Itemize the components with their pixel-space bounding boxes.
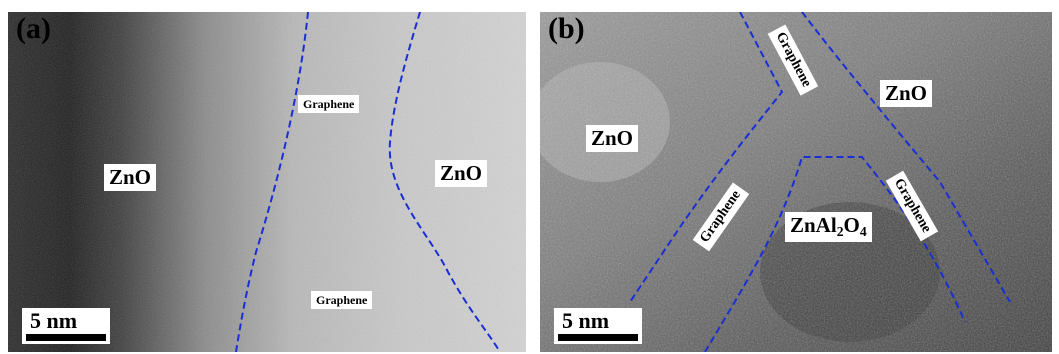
- znal2o4-sub-2: 2: [836, 224, 844, 239]
- panel-b-label: (b): [548, 12, 585, 45]
- znal2o4-base: ZnAl: [790, 213, 837, 237]
- znal2o4-oxygen: O: [843, 213, 860, 237]
- zno-label-right: ZnO: [435, 160, 488, 187]
- scale-bar-label: 5 nm: [558, 310, 638, 332]
- boundary-line-upper-left: [629, 12, 784, 303]
- zno-label-left: ZnO: [104, 164, 157, 191]
- panel-a-label: (a): [16, 12, 51, 45]
- graphene-label-top: Graphene: [298, 95, 360, 113]
- znal2o4-sub-4: 4: [859, 224, 867, 239]
- panel-b-tem-image: (b) ZnO ZnO Graphene Graphene Graphene Z…: [540, 12, 1052, 352]
- scale-bar-b: 5 nm: [554, 308, 642, 344]
- zno-label-right: ZnO: [880, 80, 933, 107]
- boundary-line-upper-right: [801, 12, 1011, 303]
- panel-a-tem-image: (a) ZnO ZnO Graphene Graphene 5 nm: [8, 12, 526, 352]
- scale-bar-line: [558, 334, 638, 341]
- scale-bar-label: 5 nm: [26, 310, 106, 332]
- scale-bar-a: 5 nm: [22, 308, 110, 344]
- boundary-line-left: [235, 12, 309, 352]
- scale-bar-line: [26, 334, 106, 341]
- graphene-label-bottom: Graphene: [311, 291, 373, 309]
- zno-label-left: ZnO: [586, 125, 639, 152]
- znal2o4-label: ZnAl2O4: [785, 212, 872, 242]
- boundary-line-spinel: [704, 156, 966, 352]
